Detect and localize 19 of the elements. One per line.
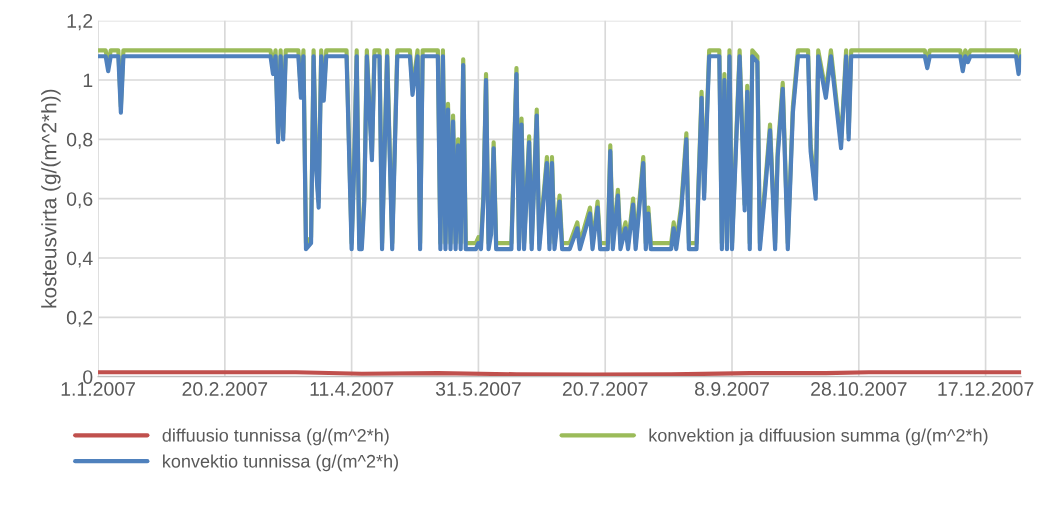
- y-tick-label: 1: [83, 73, 93, 88]
- y-tick-label: 0,2: [66, 310, 93, 327]
- x-tick-label: 17.12.2007: [938, 382, 1034, 396]
- y-axis-title: kosteusvirta (g/(m^2*h)): [41, 89, 61, 308]
- y-tick-label: 0,6: [66, 192, 93, 209]
- y-tick-label: 0,8: [66, 132, 93, 149]
- x-tick-label: 8.9.2007: [695, 382, 769, 396]
- y-tick-label: 1,2: [67, 14, 93, 31]
- x-tick-label: 20.2.2007: [182, 382, 268, 396]
- legend-label: konvektio tunnissa (g/(m^2*h): [163, 454, 398, 472]
- x-tick-label: 31.5.2007: [435, 382, 521, 396]
- x-tick-label: 11.4.2007: [310, 382, 394, 396]
- legend-label: konvektion ja diffuusion summa (g/(m^2*h): [649, 428, 988, 446]
- x-tick-label: 1.1.2007: [61, 382, 135, 396]
- legend-label: diffuusio tunnissa (g/(m^2*h): [162, 428, 389, 446]
- x-tick-label: 20.7.2007: [562, 382, 648, 396]
- y-tick-label: 0: [83, 370, 93, 384]
- y-tick-label: 0,4: [66, 251, 93, 268]
- x-tick-label: 28.10.2007: [811, 382, 907, 396]
